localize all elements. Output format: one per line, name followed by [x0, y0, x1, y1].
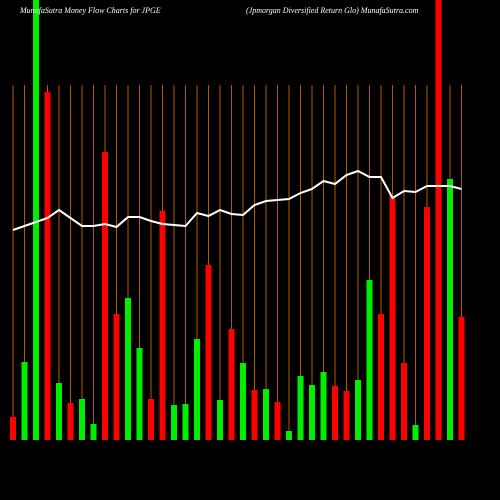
- bar: [148, 399, 154, 440]
- bar: [79, 399, 85, 440]
- chart-title: MunafaSutra Money Flow Charts for JPGE: [19, 6, 161, 15]
- bar: [343, 391, 350, 440]
- bar: [309, 385, 315, 440]
- bar: [194, 339, 200, 440]
- bar: [447, 179, 453, 440]
- bar: [389, 196, 396, 440]
- bar: [21, 362, 28, 440]
- bar: [125, 298, 131, 440]
- bar: [113, 314, 120, 440]
- plot-area: [10, 0, 465, 440]
- chart-subtitle: (Jpmorgan Diversified Return Glo) Munafa…: [246, 6, 419, 15]
- bar: [182, 404, 189, 440]
- bar: [10, 417, 16, 440]
- bar: [240, 363, 246, 440]
- bar: [56, 383, 62, 440]
- bar: [136, 348, 143, 440]
- bar: [90, 424, 97, 440]
- bar: [102, 152, 108, 440]
- bar: [366, 280, 373, 440]
- bar: [332, 386, 338, 440]
- bar: [401, 363, 407, 440]
- bar: [263, 389, 269, 440]
- bar: [378, 314, 384, 440]
- bar: [355, 380, 361, 440]
- bar: [251, 390, 258, 440]
- bar: [435, 0, 442, 440]
- bar: [67, 403, 74, 440]
- bar: [171, 405, 177, 440]
- line: [12, 169, 462, 231]
- bar: [205, 265, 212, 440]
- bar: [33, 0, 39, 440]
- bar: [274, 402, 281, 440]
- bar: [44, 92, 51, 440]
- bar: [320, 372, 327, 440]
- bar: [217, 400, 223, 440]
- bar: [424, 207, 430, 440]
- bar: [297, 376, 304, 440]
- bar: [412, 425, 419, 440]
- bar: [286, 431, 292, 440]
- bar: [159, 211, 166, 440]
- bar: [458, 317, 465, 440]
- bar: [228, 329, 235, 440]
